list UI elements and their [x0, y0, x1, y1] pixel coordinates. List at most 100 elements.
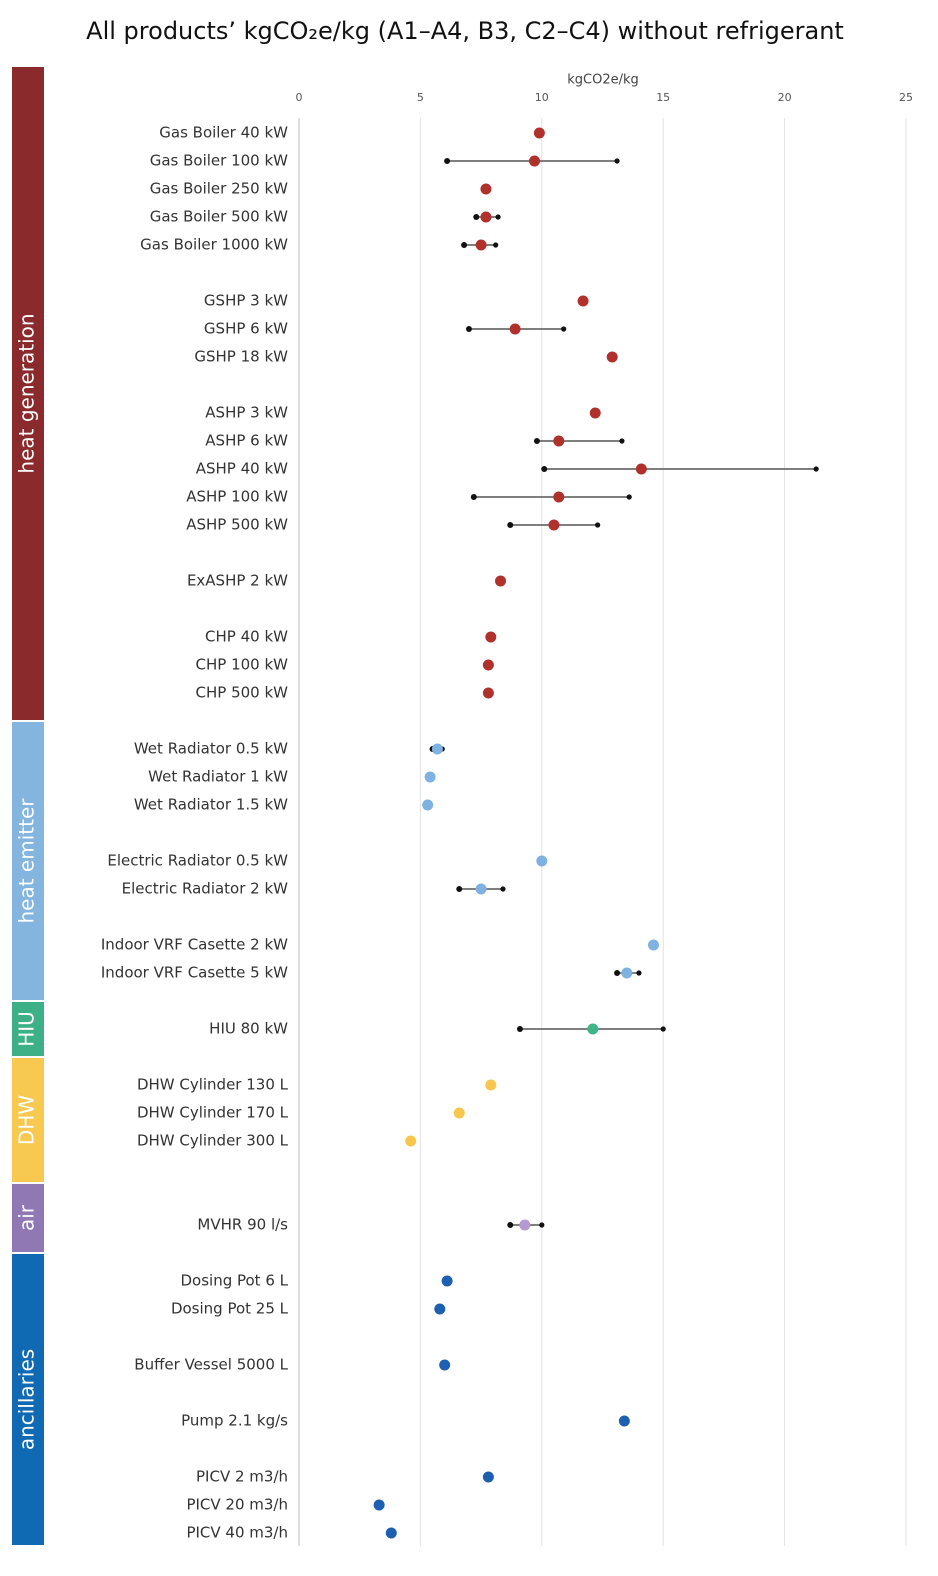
group-label: heat generation [15, 313, 39, 473]
category-label: Gas Boiler 500 kW [150, 208, 288, 226]
chart-title: All products’ kgCO₂e/kg (A1–A4, B3, C2–C… [86, 17, 844, 45]
dot [453, 1107, 465, 1119]
dot [439, 1359, 451, 1371]
category-label: HIU 80 kW [209, 1020, 288, 1038]
group-band [12, 1184, 44, 1252]
category-label: ASHP 3 kW [205, 404, 288, 422]
category-label: ASHP 40 kW [196, 460, 288, 478]
dot [621, 967, 633, 979]
group-label: HIU [15, 1011, 39, 1047]
range-max [636, 970, 642, 976]
dot [475, 883, 487, 895]
dot [431, 743, 443, 755]
category-label: CHP 100 kW [196, 656, 289, 674]
category-label: Electric Radiator 2 kW [122, 880, 289, 898]
range-max [561, 326, 567, 332]
range-max [813, 466, 819, 472]
group-band [12, 1254, 44, 1545]
group-band [12, 1002, 44, 1056]
range-max [500, 886, 506, 892]
category-label: DHW Cylinder 170 L [137, 1104, 289, 1122]
range-min [465, 326, 472, 332]
x-tick-label: 25 [899, 91, 913, 104]
range-max [660, 1026, 666, 1032]
category-label: Electric Radiator 0.5 kW [107, 852, 288, 870]
dot [533, 127, 545, 139]
range-min [541, 466, 548, 472]
category-label: Gas Boiler 250 kW [150, 180, 288, 198]
dot [635, 463, 647, 475]
category-label: GSHP 6 kW [204, 320, 288, 338]
category-label: Wet Radiator 1.5 kW [134, 796, 288, 814]
x-tick-label: 0 [296, 91, 303, 104]
dot [480, 183, 492, 195]
range-max [595, 522, 601, 528]
group-label: air [15, 1204, 39, 1231]
range-max [619, 438, 625, 444]
range-max [493, 242, 499, 248]
category-label: ASHP 500 kW [186, 516, 288, 534]
range-min [507, 1222, 514, 1228]
range-min [444, 158, 451, 164]
range-max [626, 494, 632, 500]
category-label: Gas Boiler 40 kW [159, 124, 288, 142]
x-tick-label: 20 [778, 91, 792, 104]
dot [424, 771, 436, 783]
category-label: PICV 40 m3/h [186, 1524, 288, 1542]
dot [536, 855, 548, 867]
category-label: CHP 40 kW [205, 628, 288, 646]
range-min [533, 438, 540, 444]
dot [434, 1303, 446, 1315]
dot [606, 351, 618, 363]
category-label: Dosing Pot 25 L [171, 1300, 289, 1318]
group-label: DHW [15, 1095, 39, 1145]
dot [519, 1219, 531, 1231]
range-max [614, 158, 620, 164]
category-label: Wet Radiator 0.5 kW [134, 740, 288, 758]
dot [482, 1471, 494, 1483]
range-min [456, 886, 463, 892]
dot [475, 239, 487, 251]
dot [589, 407, 601, 419]
dot [480, 211, 492, 223]
category-label: ASHP 100 kW [186, 488, 288, 506]
category-label: DHW Cylinder 130 L [137, 1076, 289, 1094]
range-max [539, 1222, 545, 1228]
dot [587, 1023, 599, 1035]
dot [485, 1079, 497, 1091]
dot [405, 1135, 417, 1147]
group-label: ancillaries [15, 1349, 39, 1450]
group-band [12, 1058, 44, 1182]
range-min [473, 214, 480, 220]
category-label: ExASHP 2 kW [187, 572, 288, 590]
category-label: GSHP 3 kW [204, 292, 288, 310]
category-label: Gas Boiler 100 kW [150, 152, 288, 170]
dot [618, 1415, 630, 1427]
category-label: CHP 500 kW [196, 684, 289, 702]
x-tick-label: 10 [535, 91, 549, 104]
dot [422, 799, 434, 811]
dot [553, 435, 565, 447]
dot [482, 687, 494, 699]
category-label: ASHP 6 kW [205, 432, 288, 450]
range-max [495, 214, 501, 220]
range-min [470, 494, 477, 500]
category-label: Pump 2.1 kg/s [181, 1412, 288, 1430]
category-label: Indoor VRF Casette 5 kW [101, 964, 288, 982]
range-min [507, 522, 514, 528]
group-band [12, 722, 44, 1000]
dot [577, 295, 589, 307]
range-min [614, 970, 621, 976]
dot [441, 1275, 453, 1287]
dot [485, 631, 497, 643]
dot [482, 659, 494, 671]
range-min [516, 1026, 523, 1032]
category-label: GSHP 18 kW [194, 348, 288, 366]
category-label: Wet Radiator 1 kW [148, 768, 288, 786]
dot [647, 939, 659, 951]
category-label: MVHR 90 l/s [197, 1216, 288, 1234]
dot [548, 519, 560, 531]
x-tick-label: 5 [417, 91, 424, 104]
dot [373, 1499, 385, 1511]
